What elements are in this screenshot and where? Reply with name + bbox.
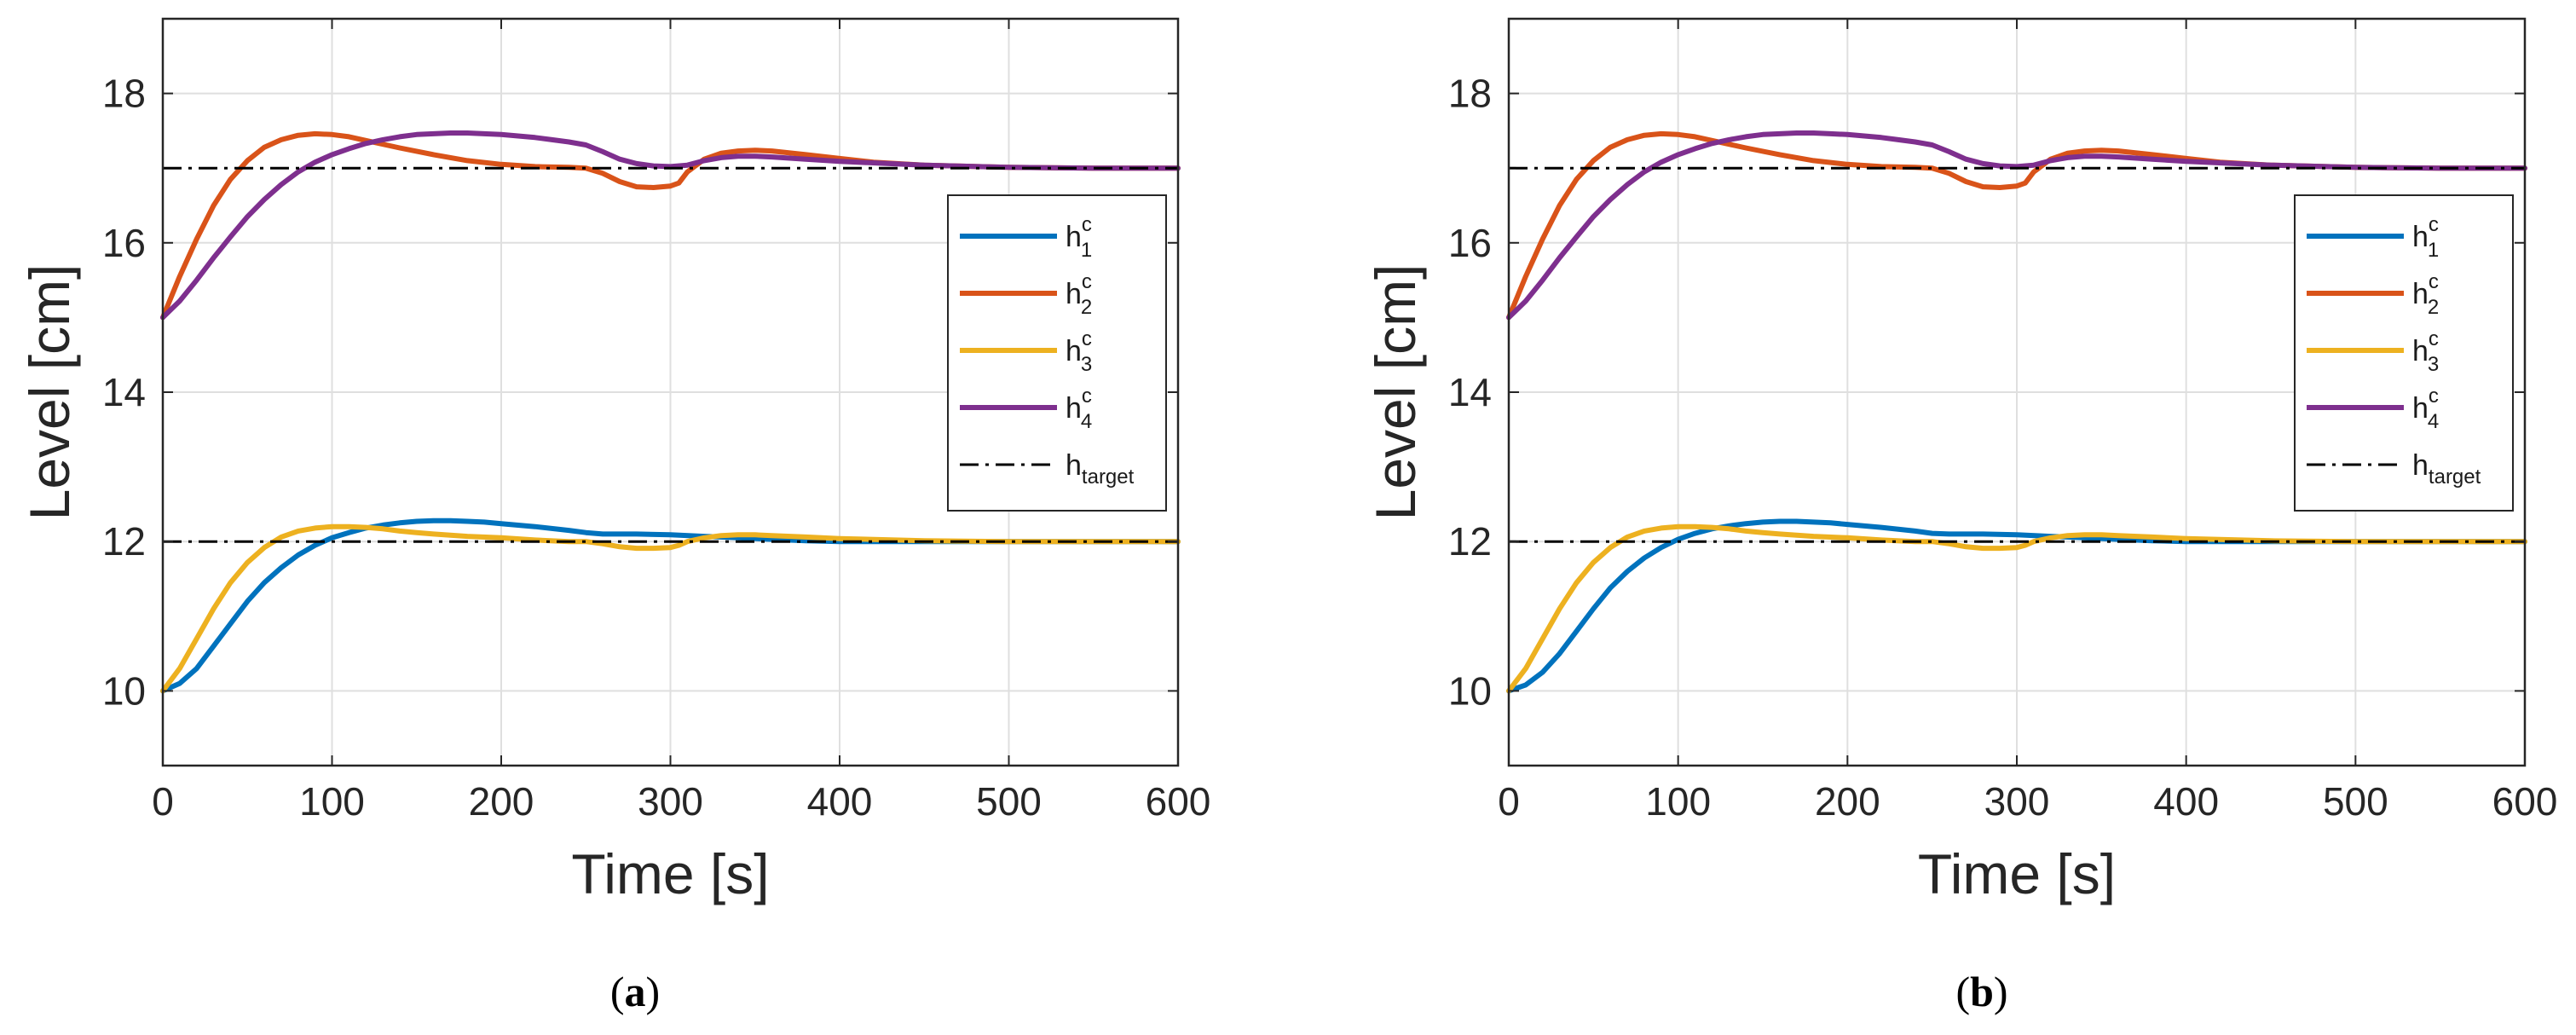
panel-b: 0 100 200 300 400 500 600 10 12 14 16 18 Time [s] Lev… <box>1364 17 2558 1015</box>
y-tick-label: 18 <box>1448 72 1492 116</box>
series-h2-line <box>160 130 1181 321</box>
panel-a: 0 100 200 300 400 500 600 10 12 14 16 18 Time [s] Lev… <box>18 17 1211 1015</box>
series-h3-line <box>1506 523 2527 694</box>
y-tick-label: 10 <box>1448 668 1492 713</box>
y-tick-label: 12 <box>1448 519 1492 564</box>
y-tick-label: 10 <box>102 668 146 713</box>
y-axis-label: Level [cm] <box>18 264 81 521</box>
y-tick-label: 14 <box>102 370 146 414</box>
x-axis-label: Time [s] <box>1918 842 2116 905</box>
legend-label-h2: hc 2 <box>2412 270 2439 319</box>
legend-label-htarget: htarget <box>1066 449 1135 489</box>
x-tick-label: 500 <box>976 779 1042 824</box>
x-tick-label: 200 <box>469 779 534 824</box>
x-tick-label: 600 <box>2492 779 2558 824</box>
x-tick-label: 0 <box>152 779 174 824</box>
x-tick-label: 100 <box>1645 779 1711 824</box>
x-tick-label: 0 <box>1498 779 1520 824</box>
x-tick-label: 600 <box>1146 779 1211 824</box>
legend-label-h4: hc 4 <box>1066 385 1092 433</box>
series-h2-line <box>1506 130 2527 321</box>
legend: hc 1 hc 2 hc 3 hc 4 htarget <box>2294 194 2514 512</box>
y-tick-label: 16 <box>102 221 146 265</box>
legend-label-h1: hc 1 <box>2412 213 2439 262</box>
panel-caption: (b) <box>1955 968 2007 1015</box>
series-h3-line <box>160 523 1181 694</box>
y-axis-label: Level [cm] <box>1364 264 1427 521</box>
legend-label-h3: hc 3 <box>2412 327 2439 376</box>
legend: hc 1 hc 2 hc 3 hc 4 htarget <box>947 194 1167 512</box>
y-tick-label: 18 <box>102 72 146 116</box>
series-h4-line <box>1506 130 2527 321</box>
x-tick-label: 200 <box>1815 779 1880 824</box>
x-axis-label: Time [s] <box>571 842 769 905</box>
legend-label-h3: hc 3 <box>1066 327 1092 376</box>
y-tick-label: 12 <box>102 519 146 564</box>
x-tick-label: 100 <box>299 779 365 824</box>
y-tick-label: 16 <box>1448 221 1492 265</box>
x-tick-label: 300 <box>1984 779 2050 824</box>
panel-caption: (a) <box>610 968 660 1015</box>
x-tick-label: 400 <box>807 779 873 824</box>
x-tick-label: 400 <box>2153 779 2219 824</box>
x-tick-label: 500 <box>2323 779 2388 824</box>
legend-label-htarget: htarget <box>2412 449 2481 489</box>
series-h4-line <box>160 130 1181 321</box>
x-tick-label: 300 <box>638 779 703 824</box>
legend-label-h2: hc 2 <box>1066 270 1092 319</box>
legend-label-h4: hc 4 <box>2412 385 2439 433</box>
legend-label-h1: hc 1 <box>1066 213 1092 262</box>
y-tick-label: 14 <box>1448 370 1492 414</box>
